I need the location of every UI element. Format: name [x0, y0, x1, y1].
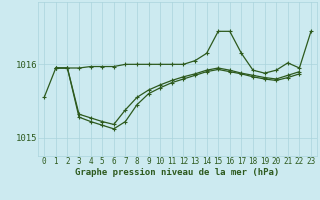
X-axis label: Graphe pression niveau de la mer (hPa): Graphe pression niveau de la mer (hPa): [76, 168, 280, 177]
